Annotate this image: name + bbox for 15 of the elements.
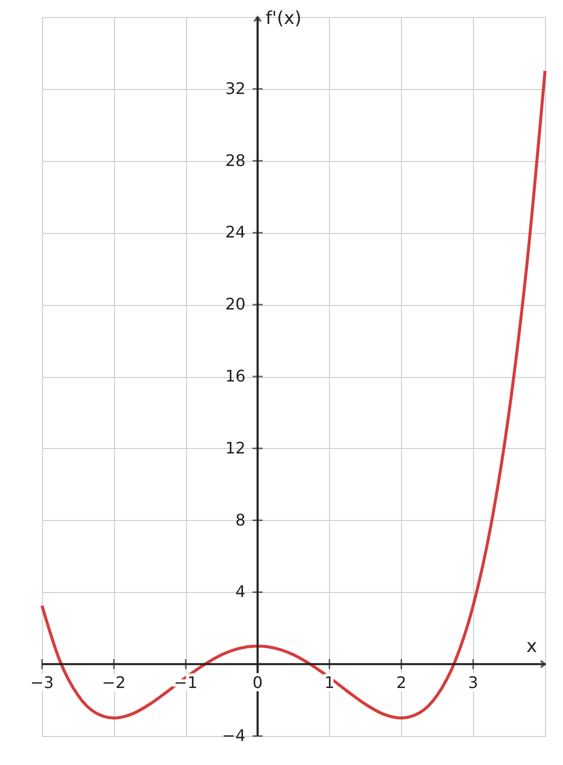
y-tick-label: 16 bbox=[225, 366, 246, 386]
y-tick-label: 12 bbox=[225, 438, 246, 458]
y-tick-label: 4 bbox=[235, 582, 246, 602]
y-tick-label: −4 bbox=[222, 726, 246, 745]
y-axis-title: f'(x) bbox=[266, 8, 302, 29]
y-tick-label: 32 bbox=[225, 78, 246, 98]
y-tick-label: 24 bbox=[225, 222, 246, 242]
y-tick-label: 20 bbox=[225, 294, 246, 314]
y-tick-label: 28 bbox=[225, 150, 246, 170]
x-tick-label: −2 bbox=[102, 673, 126, 692]
x-axis-title: x bbox=[526, 636, 538, 658]
y-tick-label: 8 bbox=[235, 510, 246, 530]
x-tick-label: 2 bbox=[396, 673, 406, 692]
x-tick-label: 3 bbox=[468, 673, 478, 692]
x-tick-label: −3 bbox=[30, 673, 54, 692]
